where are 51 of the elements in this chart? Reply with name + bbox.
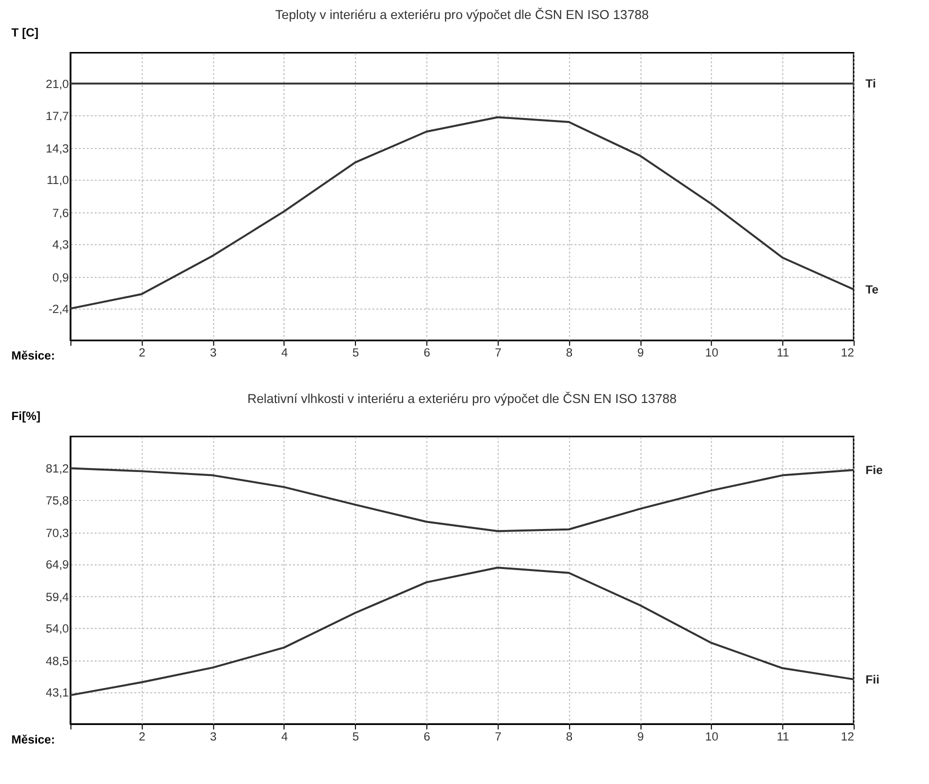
series-label: Ti — [866, 76, 876, 91]
x-tick-label: 7 — [494, 729, 502, 744]
x-tick-label: 4 — [281, 729, 288, 744]
x-tick-label: 6 — [424, 729, 431, 744]
y-axis-title: T [C] — [11, 25, 38, 40]
series-label: Te — [866, 282, 879, 296]
y-tick-label: 4,3 — [52, 238, 70, 252]
y-tick-label: 70,3 — [46, 526, 70, 540]
x-tick-label: 4 — [281, 346, 288, 360]
x-tick-label: 11 — [776, 729, 790, 744]
x-tick-label: 9 — [637, 729, 644, 744]
y-tick-label: 43,1 — [46, 686, 70, 700]
x-tick-label: 8 — [566, 346, 574, 360]
x-tick-label: 7 — [494, 346, 502, 360]
series-label: Fie — [866, 462, 884, 477]
x-tick-label: 3 — [210, 729, 217, 744]
y-tick-label: 81,2 — [46, 462, 69, 476]
x-tick-label: 11 — [776, 346, 790, 360]
y-tick-label: 14,3 — [46, 141, 70, 156]
x-axis-title: Měsice: — [11, 732, 55, 746]
y-tick-label: -2,4 — [48, 302, 70, 316]
chart-title: Teploty v interiéru a exteriéru pro výpočet dle ČSN EN ISO 13788 — [275, 7, 649, 22]
x-tick-label: 9 — [637, 346, 644, 360]
x-tick-label: 2 — [138, 346, 146, 360]
x-tick-label: 5 — [352, 729, 360, 744]
line-series — [69, 467, 855, 532]
line-series — [69, 116, 855, 310]
x-tick-label: 12 — [840, 346, 854, 360]
y-tick-label: 48,5 — [46, 654, 70, 668]
line-series — [69, 566, 855, 696]
x-tick-label: 5 — [352, 346, 360, 360]
x-tick-label: 2 — [138, 729, 146, 744]
x-tick-label: 10 — [705, 346, 719, 360]
series-label: Fii — [866, 672, 880, 686]
y-tick-label: 17,7 — [46, 108, 69, 123]
y-axis-title: Fi[%] — [11, 409, 40, 424]
y-tick-label: 21,0 — [46, 77, 70, 92]
y-tick-label: 0,9 — [52, 270, 70, 284]
x-tick-label: 8 — [566, 729, 574, 744]
x-tick-label: 3 — [210, 346, 217, 360]
chart-title: Relativní vlhkosti v interiéru a exteriéru pro výpočet dle ČSN EN ISO 13788 — [247, 390, 677, 406]
y-tick-label: 11,0 — [46, 173, 70, 188]
x-tick-label: 10 — [705, 729, 719, 744]
x-axis-title: Měsice: — [11, 348, 55, 363]
y-tick-label: 59,4 — [46, 590, 70, 604]
x-tick-label: 12 — [840, 729, 854, 744]
y-tick-label: 54,0 — [46, 622, 70, 636]
y-tick-label: 75,8 — [46, 493, 70, 508]
x-tick-label: 6 — [424, 346, 431, 360]
y-tick-label: 64,9 — [46, 558, 70, 572]
y-tick-label: 7,6 — [52, 206, 70, 220]
